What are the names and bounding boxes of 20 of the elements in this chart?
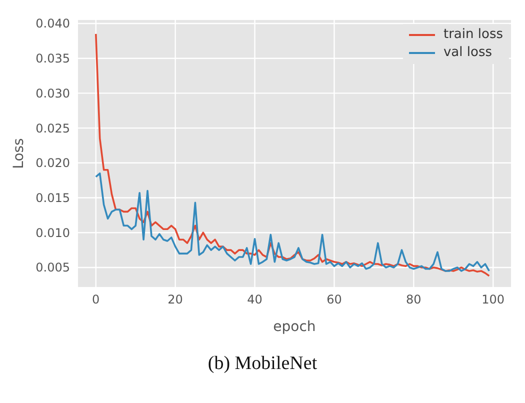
text: (b) MobileNet — [206, 353, 318, 375]
y-axis-title: Loss — [10, 138, 27, 169]
x-tick-label: 100 — [482, 292, 505, 307]
x-tick-label: 20 — [168, 292, 183, 307]
line-series — [94, 172, 490, 272]
y-tick-label: 0.030 — [36, 86, 70, 100]
x-tick-label: 60 — [326, 292, 342, 307]
x-tick-label: 0 — [92, 292, 100, 307]
y-tick-label: 0.040 — [36, 16, 70, 31]
x-tick-label: 80 — [406, 292, 422, 307]
legend-label: train loss — [443, 26, 503, 44]
y-tick-label: 0.035 — [36, 52, 70, 66]
x-axis-title: epoch — [273, 319, 316, 335]
y-tick-label: 0.020 — [36, 156, 70, 170]
y-tick-label: 0.005 — [36, 260, 70, 275]
y-tick-label: 0.015 — [36, 191, 70, 206]
x-tick-label: 40 — [247, 292, 262, 307]
y-tick-label: 0.025 — [36, 121, 70, 136]
y-tick-label: 0.010 — [36, 226, 70, 240]
legend-label: val loss — [443, 44, 492, 62]
